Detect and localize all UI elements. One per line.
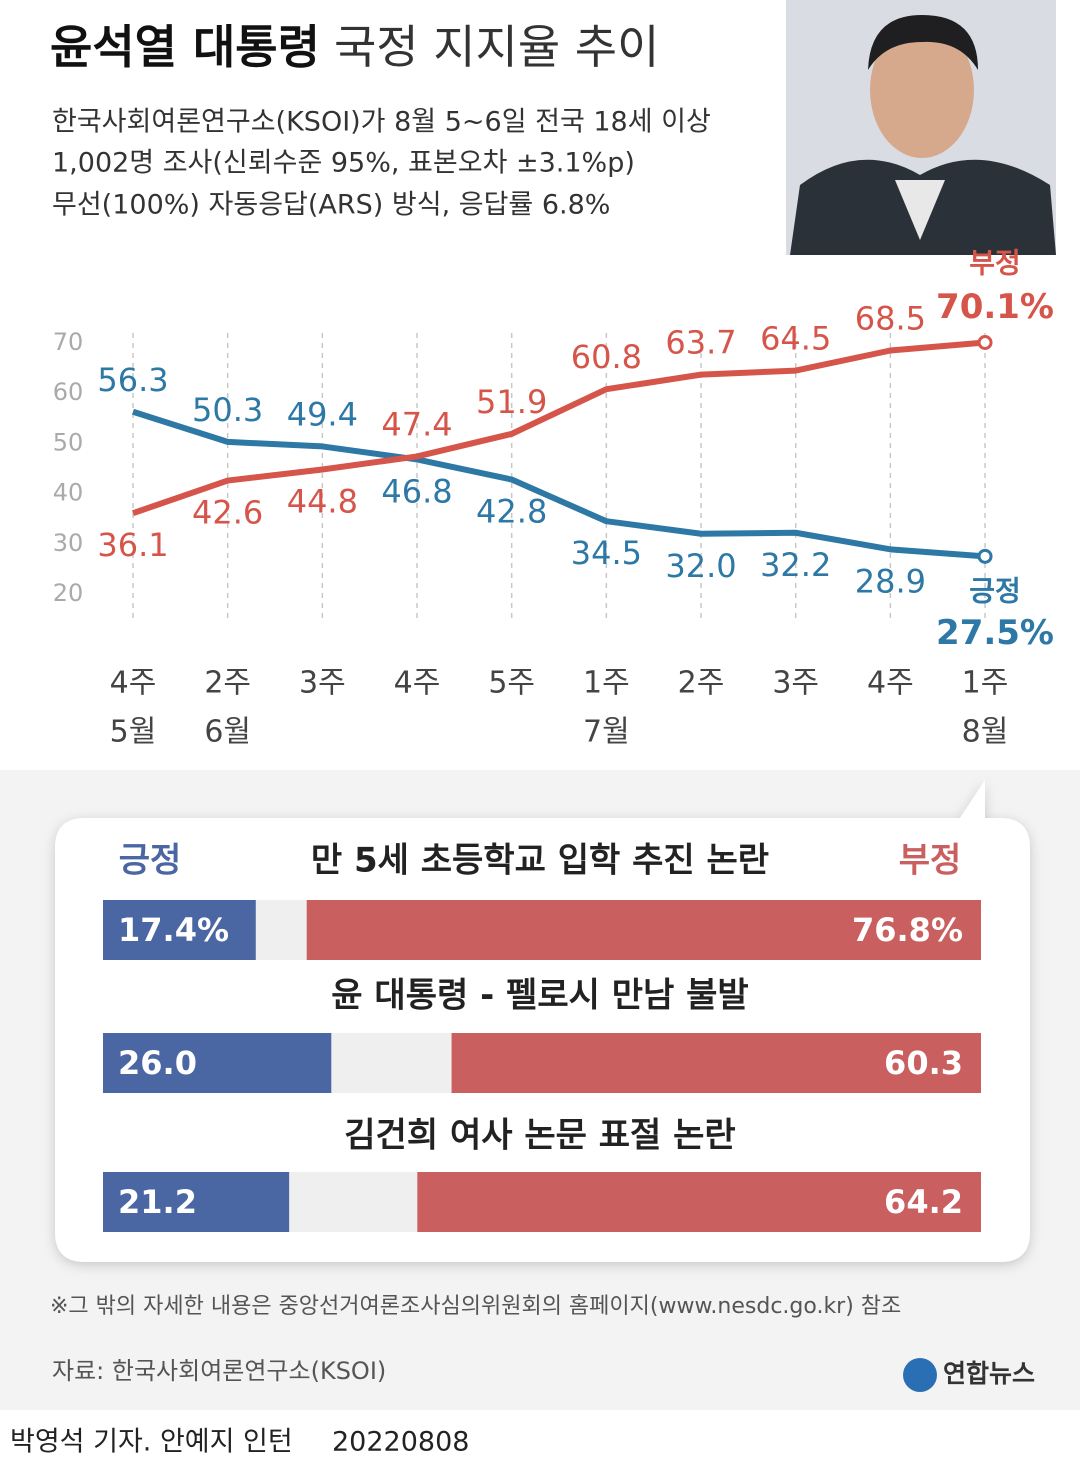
y-tick-label: 20 — [53, 579, 84, 607]
credit: 박영석 기자. 안예지 인턴 — [10, 1427, 293, 1458]
title: 윤석열 대통령 국정 지지율 추이 — [50, 20, 659, 74]
x-tick-label: 3주 — [299, 666, 346, 701]
title-bold: 윤석열 대통령 — [50, 20, 320, 74]
value-label: 47.4 — [381, 405, 452, 443]
y-tick-label: 30 — [53, 529, 84, 557]
title-light: 국정 지지율 추이 — [334, 20, 659, 74]
date: 20220808 — [332, 1427, 469, 1458]
bar-title: 김건희 여사 논문 표절 논란 — [344, 1116, 735, 1156]
y-tick-label: 50 — [53, 428, 84, 456]
x-tick-label: 1주 — [962, 666, 1009, 701]
value-label: 68.5 — [855, 300, 926, 338]
bar — [417, 1172, 982, 1232]
x-tick-label: 1주 — [583, 666, 630, 701]
value-label: 51.9 — [476, 383, 547, 421]
bar — [103, 1033, 332, 1093]
line — [132, 408, 986, 560]
value-label: 34.5 — [571, 534, 642, 572]
logo-mark — [903, 1358, 937, 1392]
value-label: 26.0 — [118, 1044, 197, 1082]
y-tick-label: 40 — [53, 479, 84, 507]
y-tick-label: 70 — [53, 328, 84, 356]
x-month-label: 5월 — [110, 715, 157, 750]
end-point — [977, 334, 993, 350]
bar — [451, 1033, 981, 1093]
value-label: 56.3 — [97, 361, 168, 399]
x-tick-label: 3주 — [772, 666, 819, 701]
footnote: ※그 밖의 자세한 내용은 중앙선거여론조사심의위원회의 홈페이지(www.ne… — [50, 1294, 901, 1319]
value-label: 49.4 — [287, 395, 358, 433]
value-label: 64.5 — [760, 320, 831, 358]
bar — [103, 900, 256, 960]
value-label: 17.4% — [118, 911, 229, 949]
value-label: 21.2 — [118, 1183, 197, 1221]
legend-label: 긍정 — [119, 841, 182, 881]
value-label: 50.3 — [192, 391, 263, 429]
value-label: 28.9 — [855, 562, 926, 600]
x-tick-label: 2주 — [204, 666, 251, 701]
x-month-label: 6월 — [204, 715, 251, 750]
bar-title: 만 5세 초등학교 입학 추진 논란 — [311, 841, 769, 881]
logo: 연합뉴스 — [943, 1359, 1035, 1388]
legend-label: 부정 — [899, 841, 962, 881]
value-label: 60.8 — [571, 338, 642, 376]
credit-strip — [0, 1410, 1080, 1468]
bar — [306, 900, 981, 960]
bar-title: 윤 대통령 - 펠로시 만남 불발 — [331, 976, 748, 1016]
value-label: 76.8% — [852, 911, 963, 949]
end-point — [977, 548, 993, 564]
x-month-label: 8월 — [962, 715, 1009, 750]
line — [132, 339, 986, 517]
value-label: 63.7 — [665, 324, 736, 362]
x-tick-label: 2주 — [678, 666, 725, 701]
value-label: 70.1% — [936, 287, 1054, 327]
x-tick-label: 4주 — [394, 666, 441, 701]
x-tick-label: 4주 — [110, 666, 157, 701]
note-line: 한국사회여론연구소(KSOI)가 8월 5~6일 전국 18세 이상 — [52, 107, 711, 138]
x-tick-label: 4주 — [867, 666, 914, 701]
value-label: 42.8 — [476, 493, 547, 531]
value-label: 32.0 — [665, 547, 736, 585]
source: 자료: 한국사회여론연구소(KSOI) — [52, 1357, 386, 1385]
value-label: 46.8 — [381, 472, 452, 510]
x-month-label: 7월 — [583, 715, 630, 750]
value-label: 36.1 — [97, 526, 168, 564]
series-label: 긍정 — [969, 574, 1021, 607]
value-label: 60.3 — [884, 1044, 963, 1082]
note-line: 1,002명 조사(신뢰수준 95%, 표본오차 ±3.1%p) — [52, 148, 635, 179]
y-tick-label: 60 — [53, 378, 84, 406]
value-label: 32.2 — [760, 546, 831, 584]
value-label: 44.8 — [287, 483, 358, 521]
value-label: 27.5% — [936, 613, 1054, 653]
note-line: 무선(100%) 자동응답(ARS) 방식, 응답률 6.8% — [52, 190, 610, 221]
x-tick-label: 5주 — [488, 666, 535, 701]
series-label: 부정 — [969, 246, 1021, 279]
bar — [103, 1172, 290, 1232]
value-label: 64.2 — [884, 1183, 963, 1221]
value-label: 42.6 — [192, 494, 263, 532]
photo — [786, 0, 1056, 255]
